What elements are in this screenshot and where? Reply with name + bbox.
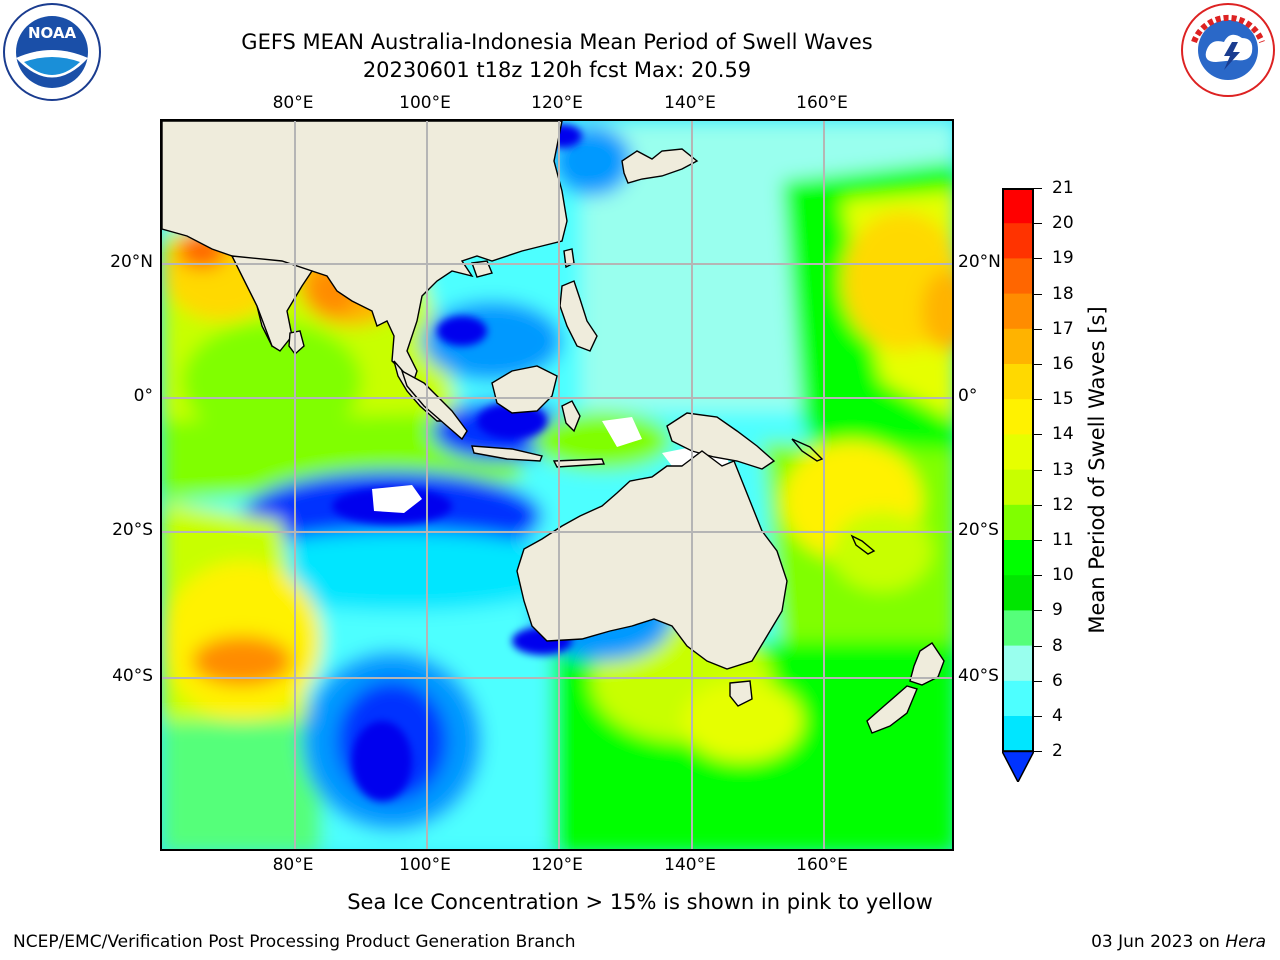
colorbar-tick-mark	[1034, 680, 1042, 682]
colorbar-tick-mark	[1034, 610, 1042, 612]
colorbar-tick-label: 15	[1052, 389, 1074, 410]
colorbar-tick-label: 19	[1052, 248, 1074, 269]
swell-period-map	[160, 119, 954, 851]
lat-label-left-20n: 20°N	[110, 252, 153, 272]
colorbar-tick-mark	[1034, 223, 1042, 225]
colorbar-tick-label: 18	[1052, 283, 1074, 304]
colorbar-band	[1002, 293, 1034, 330]
colorbar-band	[1002, 645, 1034, 682]
colorbar-band	[1002, 223, 1034, 259]
colorbar-tick-label: 8	[1052, 635, 1063, 656]
colorbar-tick-label: 2	[1052, 741, 1063, 762]
colorbar-tick-label: 12	[1052, 494, 1074, 515]
colorbar-tick-mark	[1034, 328, 1042, 330]
lon-label-bottom-100e: 100°E	[399, 855, 451, 875]
colorbar	[1000, 188, 1036, 784]
colorbar-band	[1002, 540, 1034, 576]
colorbar-tick-mark	[1034, 540, 1042, 541]
colorbar-extension	[1000, 750, 1036, 784]
lat-label-right-20s: 20°S	[958, 520, 999, 540]
colorbar-tick-label: 13	[1052, 459, 1074, 480]
colorbar-band	[1002, 434, 1034, 471]
colorbar-tick-label: 14	[1052, 424, 1074, 445]
lon-label-bottom-140e: 140°E	[664, 855, 716, 875]
colorbar-tick-mark	[1034, 399, 1042, 401]
colorbar-tick-mark	[1034, 575, 1042, 577]
colorbar-band	[1002, 610, 1034, 647]
lon-label-bottom-80e: 80°E	[272, 855, 314, 875]
colorbar-tick-label: 21	[1052, 178, 1074, 198]
lon-label-top-140e: 140°E	[664, 93, 716, 113]
colorbar-band	[1002, 469, 1034, 506]
colorbar-band	[1002, 504, 1034, 541]
colorbar-tick-label: 6	[1052, 670, 1063, 691]
colorbar-border	[1002, 188, 1034, 753]
colorbar-tick-label: 20	[1052, 213, 1074, 234]
date-text: 03 Jun 2023 on	[1091, 932, 1220, 952]
colorbar-tick-mark	[1034, 504, 1042, 506]
colorbar-tick-mark	[1034, 751, 1042, 753]
noaa-logo: NOAA	[2, 2, 102, 102]
lon-label-top-160e: 160°E	[796, 93, 848, 113]
colorbar-band	[1002, 680, 1034, 717]
colorbar-tick-mark	[1034, 716, 1042, 717]
map-subtitle: 20230601 t18z 120h fcst Max: 20.59	[362, 58, 752, 82]
colorbar-tick-mark	[1034, 293, 1042, 295]
sea-ice-note-text: Sea Ice Concentration > 15% is shown in …	[347, 890, 933, 914]
colorbar-band	[1002, 328, 1034, 365]
colorbar-tick-label: 17	[1052, 318, 1074, 339]
colorbar-label: Mean Period of Swell Waves [s]	[1085, 306, 1109, 634]
land	[162, 121, 945, 734]
lat-label-right-20n: 20°N	[958, 252, 1001, 272]
lat-label-right-40s: 40°S	[958, 666, 999, 686]
colorbar-band	[1002, 399, 1034, 435]
nws-logo	[1180, 2, 1276, 98]
colorbar-tick-mark	[1034, 258, 1042, 260]
lon-label-bottom-120e: 120°E	[531, 855, 583, 875]
host-name: Hera	[1225, 932, 1266, 952]
colorbar-tick-mark	[1034, 434, 1042, 436]
colorbar-tick-label: 10	[1052, 565, 1074, 586]
colorbar-band	[1002, 258, 1034, 295]
colorbar-band	[1002, 188, 1034, 224]
lat-label-left-0: 0°	[133, 386, 153, 406]
colorbar-tick-mark	[1034, 188, 1042, 189]
graticule	[162, 121, 952, 849]
date-stamp: 03 Jun 2023 on Hera	[1091, 932, 1266, 952]
lon-label-bottom-160e: 160°E	[796, 855, 848, 875]
lon-label-top-100e: 100°E	[399, 93, 451, 113]
colorbar-tick-label: 4	[1052, 706, 1063, 726]
colorbar-tick-mark	[1034, 469, 1042, 471]
lat-label-right-0: 0°	[958, 386, 978, 406]
colorbar-band	[1002, 575, 1034, 611]
lon-label-top-120e: 120°E	[531, 93, 583, 113]
colorbar-tick-mark	[1034, 364, 1042, 365]
colorbar-tick-label: 9	[1052, 600, 1063, 621]
credit-text: NCEP/EMC/Verification Post Processing Pr…	[13, 932, 576, 952]
colorbar-band	[1002, 716, 1034, 752]
colorbar-band	[1002, 364, 1034, 400]
colorbar-tick-label: 16	[1052, 354, 1074, 374]
map-title: GEFS MEAN Australia-Indonesia Mean Perio…	[241, 30, 873, 54]
sea-ice-note: Sea Ice Concentration > 15% is shown in …	[0, 890, 1280, 914]
lat-label-left-40s: 40°S	[112, 666, 153, 686]
colorbar-tick-label: 11	[1052, 530, 1074, 550]
lat-label-left-20s: 20°S	[112, 520, 153, 540]
svg-text:NOAA: NOAA	[28, 24, 77, 42]
lon-label-top-80e: 80°E	[272, 93, 314, 113]
colorbar-tick-mark	[1034, 645, 1042, 647]
